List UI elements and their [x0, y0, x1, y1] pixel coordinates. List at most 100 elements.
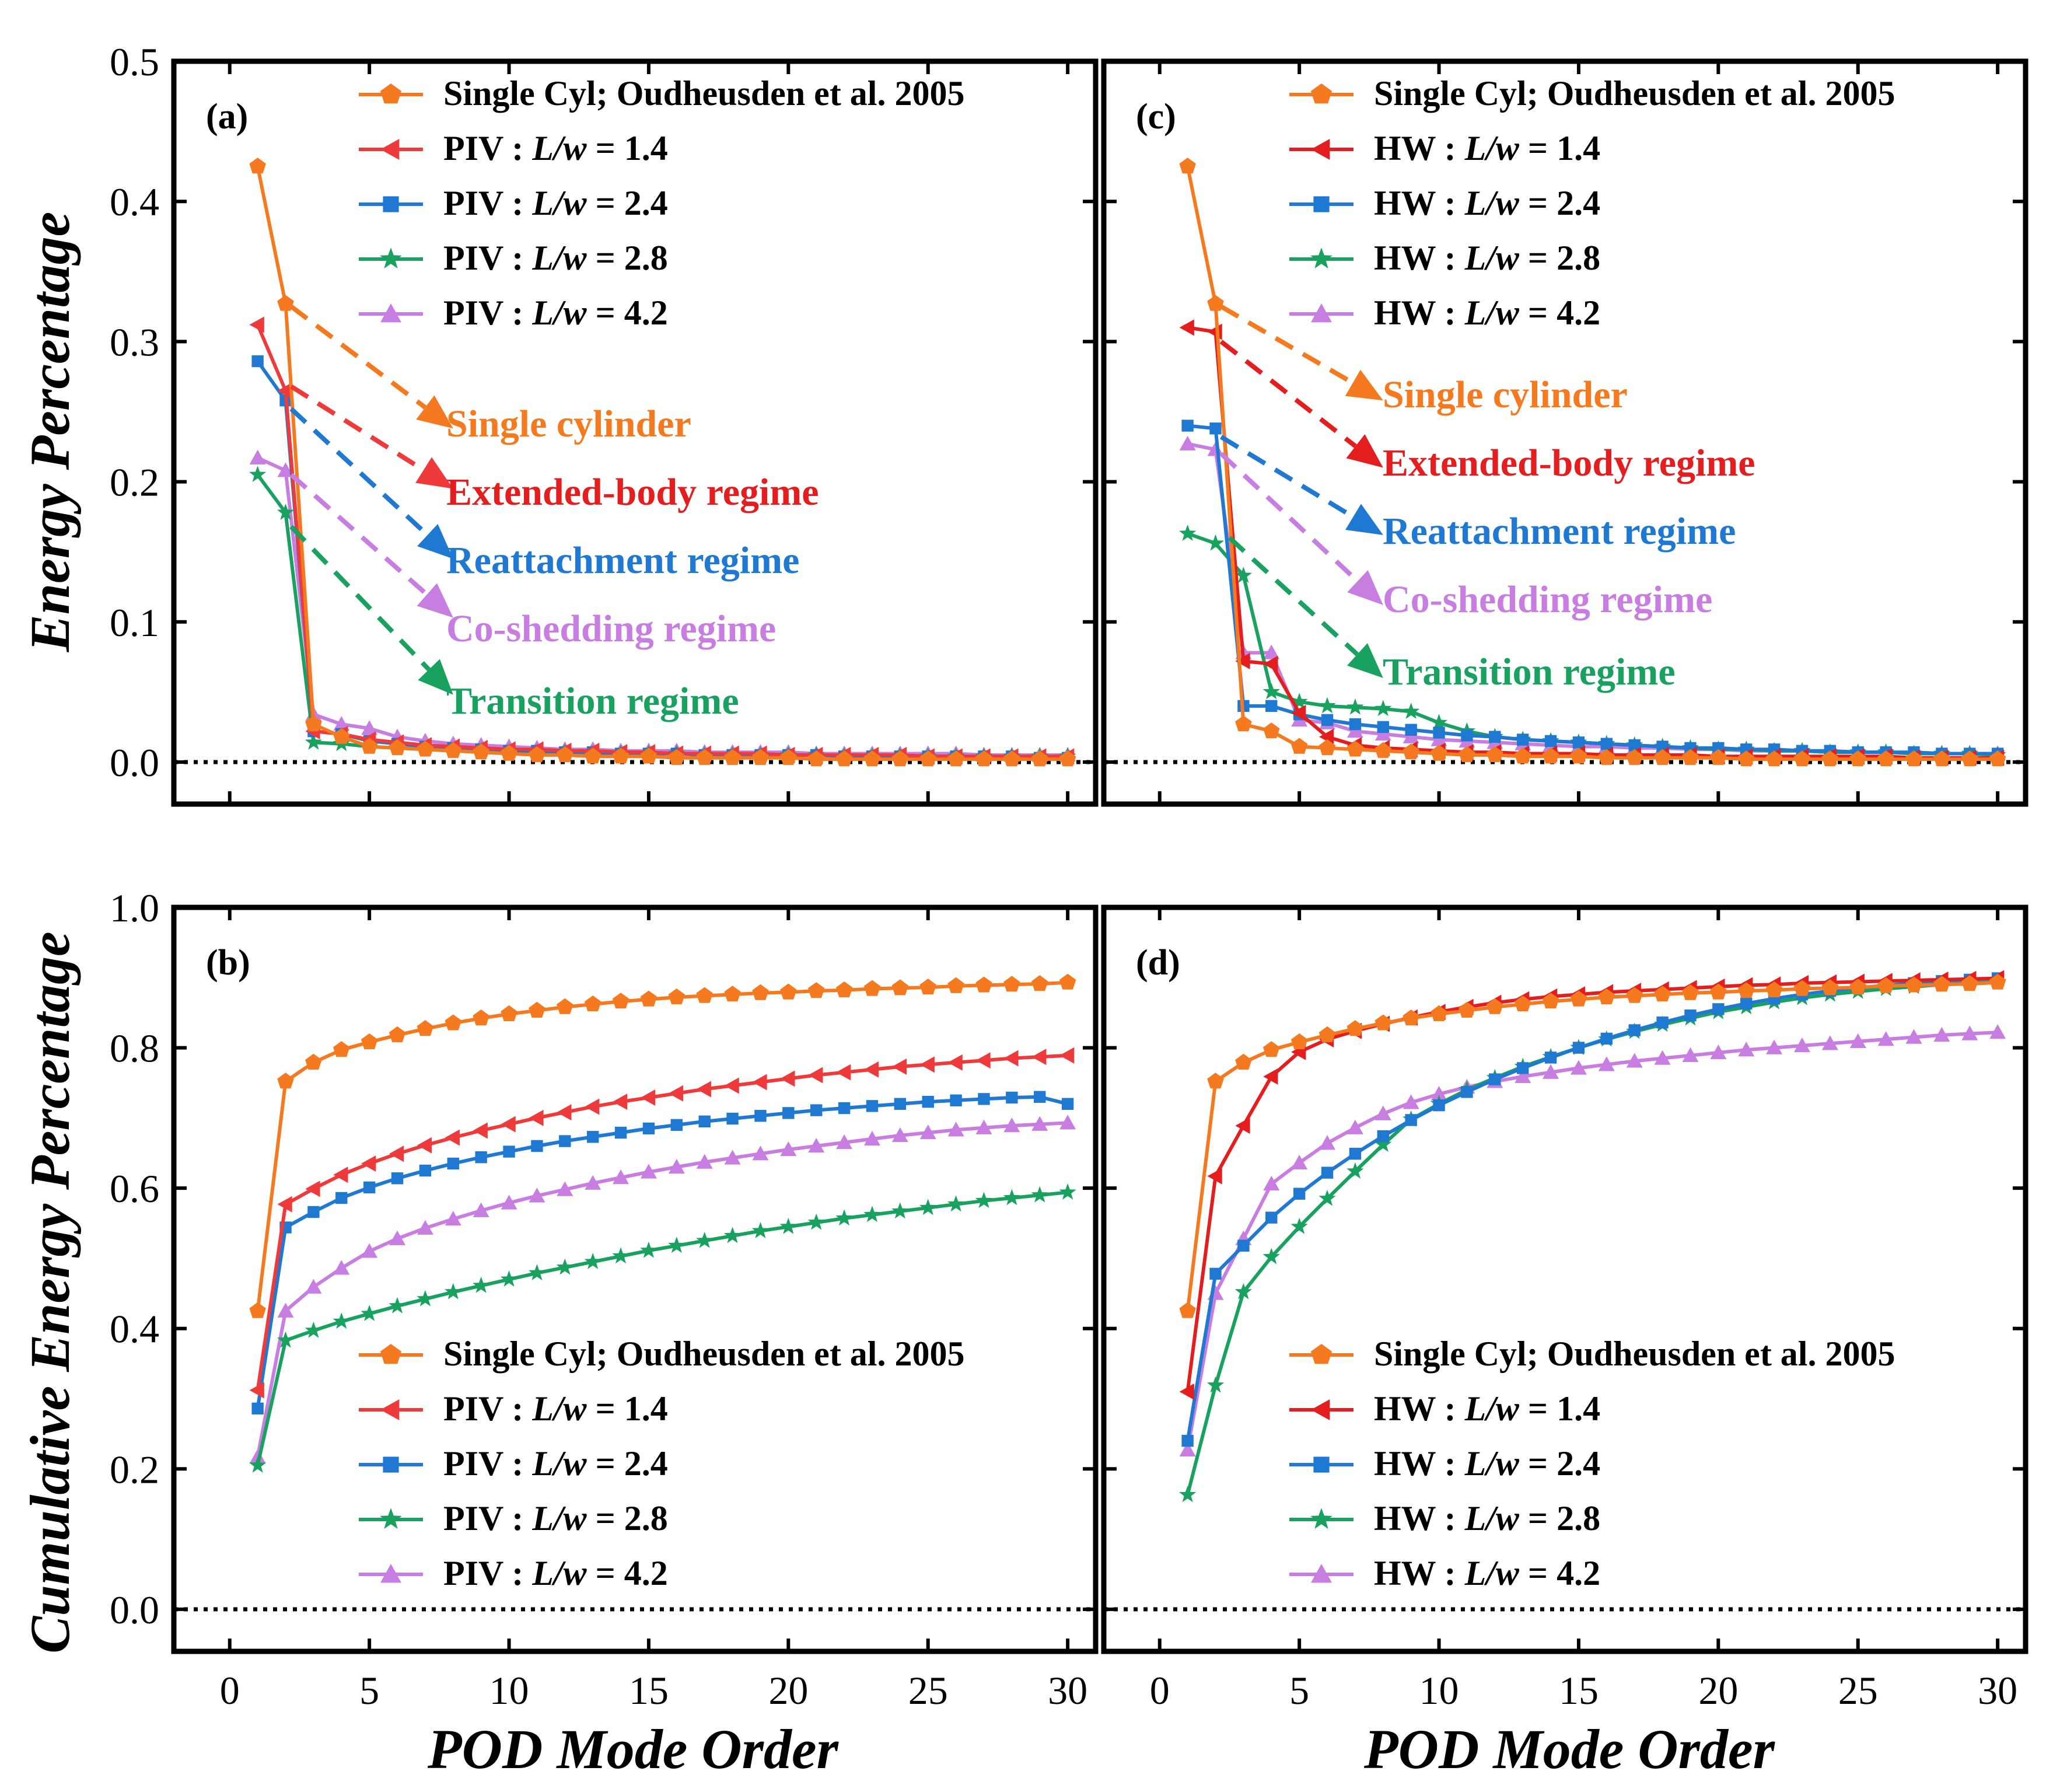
legend-label-single: Single Cyl; Oudheusden et al. 2005 — [1374, 1335, 1895, 1373]
legend-marker-l24 — [1313, 1456, 1330, 1473]
data-point-single — [1031, 975, 1048, 991]
data-point-l14 — [1207, 1168, 1222, 1185]
data-point-l28 — [1206, 534, 1225, 551]
data-point-l24 — [503, 1145, 515, 1158]
data-point-l28 — [1318, 697, 1336, 714]
data-point-single — [1654, 749, 1671, 765]
data-point-l14 — [361, 1155, 376, 1172]
legend-marker-l28 — [380, 247, 402, 268]
data-point-single — [696, 749, 713, 765]
series-single — [249, 973, 1076, 1318]
data-point-single — [1431, 1005, 1447, 1021]
data-point-single — [277, 295, 294, 311]
legend: Single Cyl; Oudheusden et al. 2005 PIV : … — [359, 1335, 964, 1592]
data-point-l14 — [305, 1180, 320, 1197]
data-point-l24 — [1628, 1024, 1641, 1036]
data-point-single — [1737, 750, 1755, 767]
x-tick-label: 10 — [489, 1668, 529, 1713]
legend: Single Cyl; Oudheusden et al. 2005 HW : L… — [1289, 74, 1895, 332]
data-point-single — [1235, 715, 1252, 732]
legend-label-l24: PIV : L/w = 2.4 — [443, 1444, 668, 1483]
data-point-l42 — [668, 1159, 685, 1174]
data-point-single — [389, 739, 406, 756]
data-point-l14 — [1179, 1383, 1194, 1400]
data-point-l42 — [1766, 1039, 1783, 1054]
legend-marker-l28 — [380, 1508, 402, 1529]
data-point-single — [1318, 739, 1336, 756]
data-point-l42 — [1821, 1035, 1838, 1050]
data-point-l24 — [1489, 731, 1501, 743]
data-point-l42 — [640, 1164, 657, 1179]
series-l42 — [249, 1115, 1076, 1464]
data-point-l42 — [613, 1169, 629, 1185]
data-point-single — [640, 990, 657, 1007]
data-point-l24 — [531, 1140, 543, 1152]
data-point-single — [1598, 988, 1615, 1005]
data-point-l42 — [1877, 1031, 1894, 1046]
data-point-single — [1682, 749, 1699, 765]
data-point-l14 — [613, 1094, 628, 1110]
data-point-l28 — [584, 1253, 601, 1269]
data-point-l14 — [277, 1196, 292, 1213]
data-point-l28 — [668, 1236, 686, 1253]
data-point-single — [891, 979, 909, 995]
data-point-l28 — [305, 733, 322, 750]
data-point-l24 — [1237, 1239, 1250, 1252]
data-point-single — [640, 747, 657, 764]
data-point-l24 — [1061, 1098, 1074, 1110]
data-point-l24 — [1544, 1052, 1557, 1064]
data-point-l14 — [1263, 1068, 1278, 1085]
panel-label: (a) — [206, 97, 248, 137]
x-tick-label: 30 — [1978, 1668, 2017, 1713]
data-point-l42 — [836, 1134, 853, 1150]
charts-layer: 0.0 0.1 0.2 0.3 0.4 0.5 (a) Single Cyl; Oudheus… — [110, 40, 2028, 1713]
data-point-l28 — [1206, 1376, 1225, 1393]
legend-label-l28: PIV : L/w = 2.8 — [443, 1499, 668, 1538]
data-point-l28 — [1031, 1186, 1048, 1203]
data-point-l28 — [473, 1276, 490, 1293]
data-point-l42 — [1738, 1042, 1755, 1057]
data-point-l24 — [1712, 1003, 1725, 1015]
data-point-single — [1877, 977, 1894, 993]
data-point-l24 — [1544, 735, 1557, 747]
legend-marker-l24 — [383, 196, 399, 212]
data-point-l24 — [251, 355, 264, 368]
x-tick-label: 5 — [1289, 1668, 1309, 1713]
data-point-single — [947, 977, 964, 993]
plot-frame — [171, 58, 1099, 807]
data-point-single — [835, 750, 853, 767]
data-point-l42 — [333, 716, 350, 731]
data-point-single — [1961, 750, 1978, 767]
data-point-l42 — [1989, 1024, 2006, 1039]
data-point-l42 — [1933, 1026, 1950, 1042]
data-point-single — [501, 745, 517, 761]
data-point-l24 — [586, 1131, 599, 1143]
x-tick-label: 0 — [1150, 1668, 1170, 1713]
data-point-l28 — [947, 1195, 965, 1212]
data-point-single — [1346, 740, 1364, 757]
data-point-l24 — [251, 1402, 264, 1415]
data-point-l24 — [1265, 700, 1278, 712]
data-point-l24 — [1349, 718, 1362, 731]
data-point-single — [1290, 1033, 1308, 1050]
series-l14 — [249, 1047, 1075, 1399]
data-point-l28 — [1179, 1486, 1197, 1503]
data-point-l14 — [640, 1089, 656, 1106]
annotation-arrow-l14 — [1219, 340, 1357, 448]
data-point-l42 — [1431, 731, 1447, 746]
data-point-l28 — [1430, 714, 1448, 731]
data-point-single — [1542, 993, 1559, 1009]
data-point-single — [1877, 750, 1894, 767]
legend-marker-l14 — [380, 139, 400, 160]
annotation-arrow-l28 — [289, 525, 431, 672]
data-point-l42 — [1291, 1154, 1308, 1170]
data-point-l42 — [1905, 1029, 1922, 1044]
data-point-l14 — [473, 1122, 488, 1139]
data-point-l42 — [1059, 1115, 1076, 1130]
data-point-single — [1514, 995, 1531, 1012]
data-point-l14 — [585, 1098, 600, 1115]
data-point-single — [1235, 1053, 1252, 1070]
data-point-l42 — [863, 1130, 880, 1146]
data-point-l28 — [807, 1213, 825, 1230]
data-point-single — [835, 981, 853, 998]
